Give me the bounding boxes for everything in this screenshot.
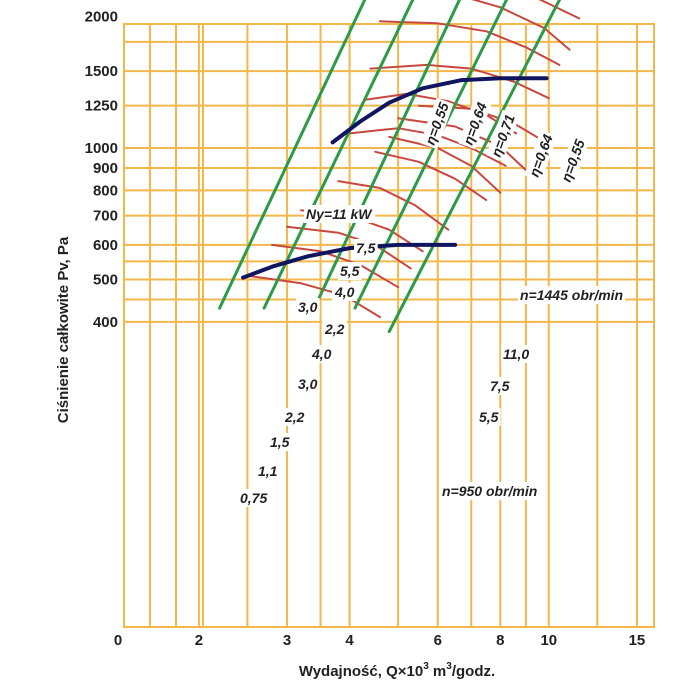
label-power-7-5-right: 7,5 <box>490 378 510 394</box>
x-tick-label: 10 <box>540 632 557 649</box>
y-tick-label: 1000 <box>85 140 118 157</box>
y-tick-label: 1500 <box>85 63 118 80</box>
annotation-background <box>338 262 362 280</box>
annotation-background <box>282 408 307 426</box>
x-tick-label: 2 <box>195 632 203 649</box>
x-axis-title-main: Wydajność, Q×10 <box>299 663 423 680</box>
annotation-background <box>501 345 532 363</box>
label-power-11-0-right: 11,0 <box>503 346 529 362</box>
power-curve-950 <box>337 180 450 231</box>
tick-labels: 4005006007008009001000125015002000250030… <box>85 9 646 649</box>
annotation-background <box>304 205 376 223</box>
power-curve-1445 <box>538 0 581 20</box>
annotation-background <box>477 408 501 426</box>
annotation-background <box>268 433 292 451</box>
power-curve-1445 <box>471 0 571 51</box>
y-tick-label: 800 <box>93 182 118 199</box>
efficiency-line <box>262 0 415 310</box>
annotation-background <box>420 97 454 150</box>
plot-frame <box>123 23 655 628</box>
annotation-background <box>524 129 558 182</box>
x-tick-label: 8 <box>496 632 504 649</box>
label-power-1-1: 1,1 <box>258 463 278 479</box>
plot-background <box>124 24 654 627</box>
label-speed-950: n=950 obr/min <box>442 483 537 499</box>
annotation-background <box>518 286 626 304</box>
annotation-background <box>486 109 520 162</box>
power-curve-1445 <box>388 135 502 194</box>
annotation-background <box>440 482 540 500</box>
y-tick-label: 600 <box>93 237 118 254</box>
y-tick-label: 500 <box>93 271 118 288</box>
label-power-2-2-upper: 2,2 <box>324 321 345 337</box>
efficiency-line <box>353 0 509 310</box>
x-axis-title-end: /godz. <box>452 663 495 680</box>
annotation-background <box>458 97 492 150</box>
series-layer <box>218 0 581 334</box>
power-curve-1445 <box>374 150 488 202</box>
annotation-background <box>354 239 378 257</box>
x-tick-label: 15 <box>629 632 646 649</box>
x-axis-title-sup: 3 <box>423 661 429 672</box>
annotation-background <box>322 320 347 338</box>
x-axis-title-unit: m <box>429 663 447 680</box>
speed-curve <box>330 76 549 145</box>
power-curve-1445 <box>379 20 561 66</box>
label-power-4-0-upper: 4,0 <box>334 284 355 300</box>
speed-curve <box>241 242 458 280</box>
annotation-background <box>238 489 270 507</box>
label-power-2-2-lower: 2,2 <box>284 409 305 425</box>
y-axis-title: Ciśnienie całkowite Pv, Pa <box>55 236 72 423</box>
x-axis-title-unit-sup: 3 <box>446 661 452 672</box>
x-tick-label: 6 <box>434 632 442 649</box>
x-tick-label: 4 <box>345 632 354 649</box>
annotation-background <box>488 377 512 395</box>
x-tick-label: 3 <box>283 632 291 649</box>
y-tick-label: 400 <box>93 314 118 331</box>
y-tick-label: 2000 <box>85 9 118 26</box>
y-tick-label: 700 <box>93 208 118 225</box>
y-tick-label: 900 <box>93 160 118 177</box>
label-speed-1445: n=1445 obr/min <box>520 287 623 303</box>
label-power-4-0-lower: 4,0 <box>311 346 332 362</box>
label-power-3-0-upper: 3,0 <box>298 299 318 315</box>
power-curve-950 <box>286 225 412 270</box>
annotation-background <box>556 134 590 187</box>
label-power-7-5: 7,5 <box>356 240 376 256</box>
label-power-5-5-right: 5,5 <box>479 409 499 425</box>
label-power-0-75: 0,75 <box>240 490 267 506</box>
x-axis-title: Wydajność, Q×103 m3/godz. <box>299 661 495 680</box>
power-curve-950 <box>271 243 400 289</box>
label-power-5-5: 5,5 <box>340 263 360 279</box>
efficiency-line <box>312 0 462 310</box>
y-tick-label: 1250 <box>85 98 118 115</box>
annotation-background <box>296 375 320 393</box>
annotation-background <box>332 283 357 301</box>
efficiency-line <box>387 0 562 334</box>
annotation-background <box>309 345 334 363</box>
efficiency-line <box>218 0 367 310</box>
annotation-background <box>296 298 320 316</box>
annotation-background <box>256 462 280 480</box>
label-ny11: Ny=11 kW <box>306 206 373 222</box>
label-power-3-0-lower: 3,0 <box>298 376 318 392</box>
x-origin-label: 0 <box>114 632 122 649</box>
label-power-1-5: 1,5 <box>270 434 290 450</box>
